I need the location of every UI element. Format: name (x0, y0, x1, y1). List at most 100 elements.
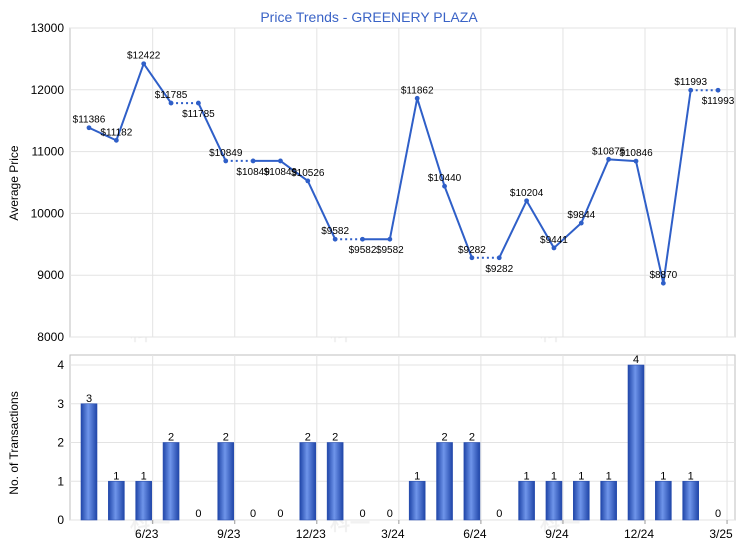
price-point (469, 255, 475, 261)
price-tick-label: 11000 (32, 145, 65, 159)
transaction-bar (518, 480, 535, 521)
price-point (496, 255, 502, 261)
transaction-count-label: 2 (168, 432, 174, 444)
price-line-segment (635, 160, 665, 284)
transactions-tick-label: 2 (57, 436, 64, 450)
price-data-label: $11993 (674, 77, 707, 88)
price-line-segment (115, 63, 145, 141)
price-point (305, 178, 311, 184)
price-point (278, 158, 283, 164)
price-point (168, 100, 174, 106)
price-point (688, 87, 694, 93)
price-point (442, 183, 447, 189)
price-data-label: $9282 (458, 245, 486, 256)
transaction-count-label: 2 (223, 432, 229, 444)
transaction-count-label: 1 (551, 470, 557, 482)
price-data-label: $10849 (236, 167, 270, 178)
transaction-bar (463, 442, 481, 521)
x-tick-label: 3/25 (709, 527, 733, 541)
price-tick-label: 10000 (31, 206, 65, 220)
price-data-label: $9282 (485, 264, 513, 275)
x-tick-label: 12/23 (296, 527, 326, 541)
transaction-count-label: 2 (441, 432, 447, 444)
price-point (606, 156, 612, 162)
price-data-label: $9441 (540, 235, 568, 246)
price-point (524, 198, 529, 204)
transaction-count-label: 0 (715, 508, 721, 520)
price-line-segment (443, 185, 473, 259)
x-tick-label: 9/23 (217, 527, 241, 541)
transaction-count-label: 0 (195, 508, 201, 520)
price-data-label: $10440 (428, 173, 462, 184)
transaction-bar (80, 403, 98, 521)
transaction-count-label: 0 (496, 508, 502, 520)
price-data-label: $11785 (155, 90, 188, 101)
transactions-bar-chart: 0 1 2 3 4 3 1 1 2 0 2 0 0 2 2 0 0 1 2 2 0 1 1 1 1 4 1 1 0 6/23 9/23 12/… (57, 354, 736, 541)
price-data-label: $11862 (401, 85, 434, 96)
price-point (86, 125, 92, 131)
transaction-count-label: 1 (524, 470, 530, 482)
transaction-bar (108, 480, 125, 521)
price-tick-label: 12000 (31, 83, 65, 97)
transaction-count-label: 0 (359, 508, 365, 520)
price-data-label: $11993 (702, 96, 735, 107)
price-data-label: $10846 (619, 148, 653, 159)
transaction-bar (627, 364, 645, 521)
transaction-count-label: 1 (688, 470, 694, 482)
price-point (360, 236, 365, 242)
chart-title: Price Trends - GREENERY PLAZA (260, 9, 478, 25)
price-point (196, 100, 201, 106)
transaction-count-label: 2 (305, 432, 311, 444)
price-data-label: $8870 (649, 270, 677, 281)
price-data-label: $12422 (127, 51, 161, 62)
x-tick-label: 6/23 (135, 527, 159, 541)
transaction-bar (600, 480, 617, 521)
transaction-bar (217, 442, 235, 521)
price-axis-label: Average Price (7, 145, 21, 220)
transactions-tick-label: 0 (57, 513, 64, 527)
price-line-segment (498, 200, 528, 259)
price-plot-area (69, 27, 736, 338)
transactions-plot-area (69, 354, 736, 521)
price-line-segment (88, 126, 117, 142)
price-data-label: $9582 (349, 245, 377, 256)
price-point (113, 137, 119, 143)
transaction-count-label: 1 (660, 470, 666, 482)
x-tick-label: 9/24 (545, 527, 569, 541)
price-line-segment (662, 90, 692, 284)
transaction-count-label: 0 (250, 508, 256, 520)
price-line-segment (553, 222, 582, 249)
price-point (141, 61, 147, 67)
transaction-bar (436, 442, 453, 521)
transaction-count-label: 1 (414, 470, 420, 482)
price-data-label: $10849 (209, 148, 243, 159)
transactions-tick-label: 4 (57, 358, 64, 372)
price-point (223, 158, 229, 164)
transaction-bar (162, 442, 180, 521)
price-line-segment (580, 158, 610, 224)
price-line-segment (608, 158, 637, 163)
price-point (332, 236, 338, 242)
price-line-segment (525, 200, 555, 249)
price-data-label: $11182 (100, 127, 132, 138)
transaction-count-label: 0 (387, 508, 393, 520)
x-tick-label: 12/24 (624, 527, 654, 541)
price-tick-label: 8000 (37, 330, 64, 344)
transaction-count-label: 2 (469, 432, 475, 444)
price-line-chart: 8000 9000 10000 11000 12000 13000 $11386$11182… (31, 21, 736, 344)
price-point (551, 245, 557, 251)
price-tick-label: 13000 (31, 21, 65, 35)
transaction-bar (572, 480, 590, 521)
transaction-bar (135, 480, 152, 521)
price-point (250, 158, 256, 164)
x-tick-label: 6/24 (463, 527, 487, 541)
transaction-count-label: 1 (141, 470, 147, 482)
transaction-count-label: 4 (633, 354, 639, 366)
price-data-label: $9844 (567, 210, 595, 221)
x-tick-label: 3/24 (381, 527, 405, 541)
transaction-bar (682, 480, 700, 521)
price-tick-label: 9000 (37, 268, 64, 282)
transaction-bar (326, 442, 344, 521)
transactions-tick-label: 3 (57, 397, 64, 411)
